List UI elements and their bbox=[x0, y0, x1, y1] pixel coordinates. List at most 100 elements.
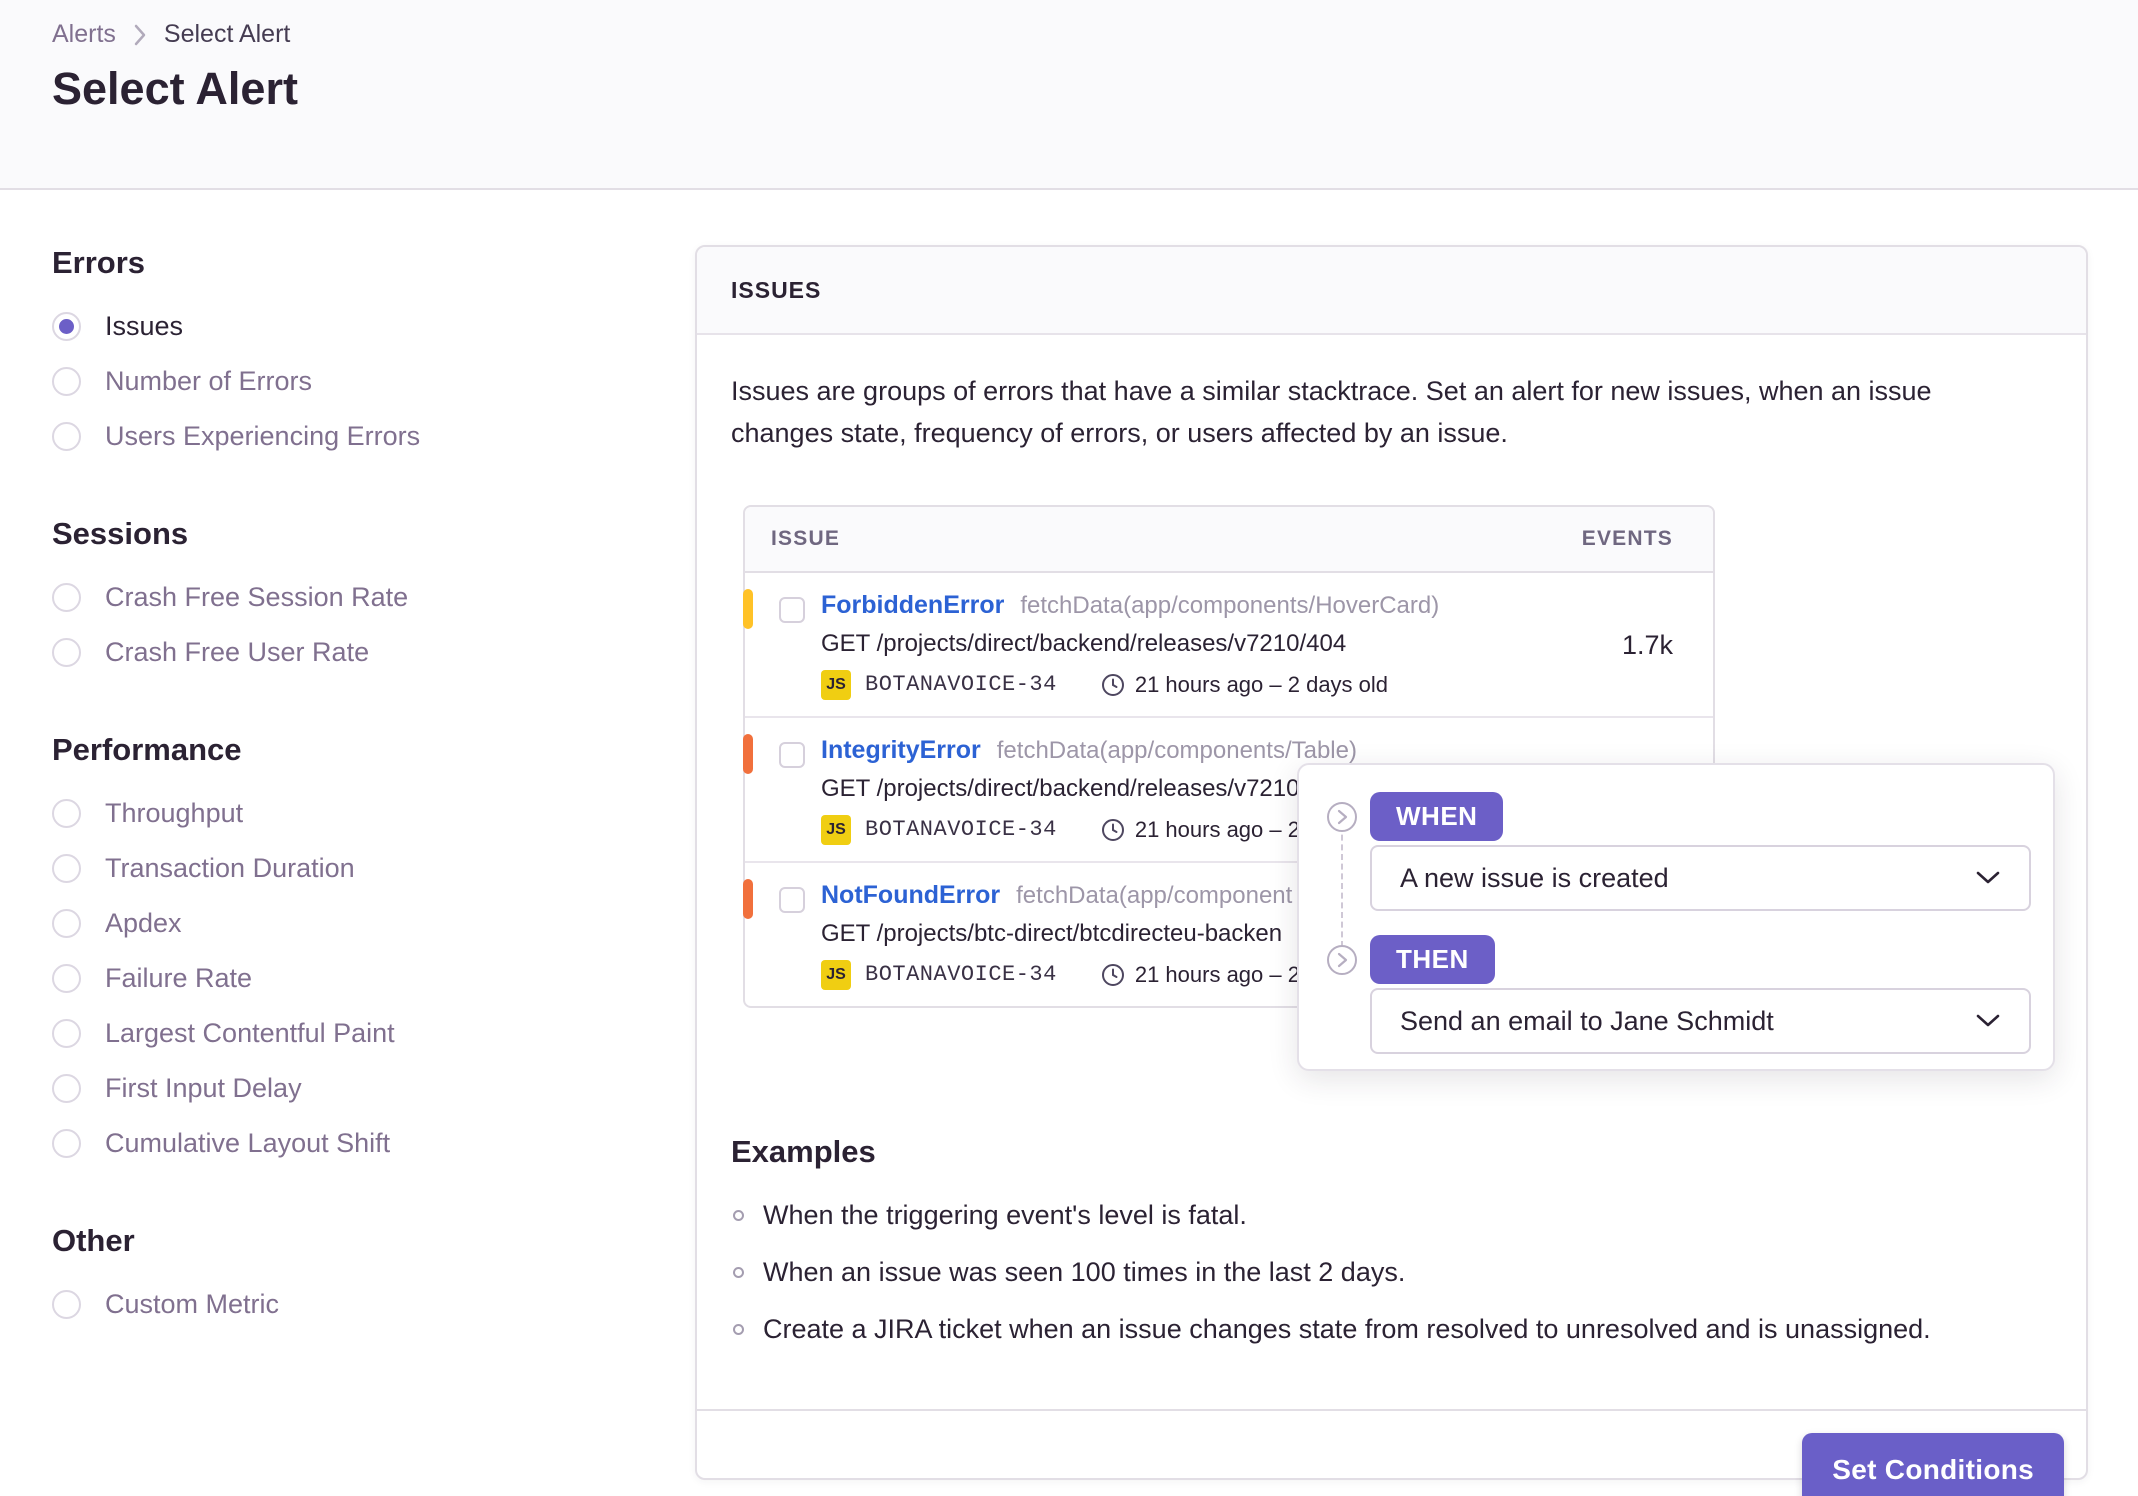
radio-icon[interactable] bbox=[52, 583, 81, 612]
radio-icon[interactable] bbox=[52, 1290, 81, 1319]
bullet-circle-icon bbox=[733, 1209, 744, 1221]
when-select[interactable]: A new issue is created bbox=[1370, 845, 2031, 911]
issue-checkbox[interactable] bbox=[779, 596, 805, 623]
radio-option-label: Transaction Duration bbox=[105, 853, 355, 883]
radio-icon[interactable] bbox=[52, 854, 81, 883]
then-select[interactable]: Send an email to Jane Schmidt bbox=[1370, 988, 2031, 1054]
sidebar: Errors Issues Number of Errors Users Exp… bbox=[52, 245, 695, 1480]
radio-option[interactable]: First Input Delay bbox=[52, 1073, 695, 1104]
radio-icon[interactable] bbox=[52, 909, 81, 938]
breadcrumb: Alerts Select Alert bbox=[52, 20, 2086, 49]
radio-option-label: Issues bbox=[105, 311, 184, 341]
example-item: When an issue was seen 100 times in the … bbox=[731, 1257, 2052, 1288]
radio-option-label: Crash Free User Rate bbox=[105, 637, 370, 667]
radio-option[interactable]: Crash Free User Rate bbox=[52, 637, 695, 668]
issue-title-link[interactable]: NotFoundError bbox=[821, 880, 1001, 909]
radio-option-label: Users Experiencing Errors bbox=[105, 421, 421, 451]
examples-list: When the triggering event's level is fat… bbox=[731, 1200, 2052, 1345]
chevron-down-icon bbox=[1976, 1014, 2000, 1027]
sidebar-group-options: Issues Number of Errors Users Experienci… bbox=[52, 311, 695, 452]
sidebar-group-heading: Performance bbox=[52, 732, 242, 767]
issue-short-id: BOTANAVOICE-34 bbox=[865, 672, 1057, 698]
issue-checkbox[interactable] bbox=[779, 886, 805, 913]
sidebar-group: Errors Issues Number of Errors Users Exp… bbox=[52, 245, 695, 452]
panel-body: Issues are groups of errors that have a … bbox=[697, 335, 2086, 1345]
page-title: Select Alert bbox=[52, 63, 298, 114]
issue-row: ForbiddenError fetchData(app/components/H… bbox=[743, 573, 1713, 718]
radio-icon[interactable] bbox=[52, 367, 81, 396]
column-header-issue: ISSUE bbox=[771, 526, 841, 550]
panel-header: ISSUES bbox=[697, 247, 2086, 335]
issue-culprit: fetchData(app/component bbox=[1016, 881, 1293, 909]
radio-option-label: Failure Rate bbox=[105, 963, 253, 993]
column-header-events: EVENTS bbox=[1581, 526, 1673, 550]
radio-option-label: Number of Errors bbox=[105, 366, 313, 396]
builder-connector-line bbox=[1341, 825, 1343, 947]
radio-icon[interactable] bbox=[52, 799, 81, 828]
sidebar-group: Other Custom Metric bbox=[52, 1223, 695, 1320]
radio-option[interactable]: Largest Contentful Paint bbox=[52, 1018, 695, 1049]
radio-option-label: Throughput bbox=[105, 798, 244, 828]
sidebar-group-options: Crash Free Session Rate Crash Free User … bbox=[52, 582, 695, 668]
radio-option[interactable]: Throughput bbox=[52, 798, 695, 829]
radio-icon[interactable] bbox=[52, 312, 81, 341]
radio-icon[interactable] bbox=[52, 638, 81, 667]
platform-js-badge: JS bbox=[821, 814, 851, 845]
radio-option[interactable]: Number of Errors bbox=[52, 366, 695, 397]
sidebar-group-options: Throughput Transaction Duration Apdex Fa… bbox=[52, 798, 695, 1159]
then-badge: THEN bbox=[1370, 935, 1495, 984]
clock-icon bbox=[1101, 963, 1125, 987]
examples-section: Examples When the triggering event's lev… bbox=[731, 1134, 2052, 1345]
radio-icon[interactable] bbox=[52, 1129, 81, 1158]
issue-path: GET /projects/direct/backend/releases/v7… bbox=[821, 629, 1347, 657]
radio-option-label: Largest Contentful Paint bbox=[105, 1018, 395, 1048]
radio-option[interactable]: Custom Metric bbox=[52, 1289, 695, 1320]
radio-icon[interactable] bbox=[52, 1019, 81, 1048]
level-indicator bbox=[743, 588, 753, 629]
issue-meta: JS BOTANAVOICE-34 21 hours ago – 2 days … bbox=[821, 669, 1563, 700]
issue-table-head: ISSUE EVENTS bbox=[745, 506, 1713, 573]
radio-option[interactable]: Cumulative Layout Shift bbox=[52, 1128, 695, 1159]
alert-builder-card: WHEN A new issue is created THEN Send an… bbox=[1297, 763, 2055, 1071]
then-select-value: Send an email to Jane Schmidt bbox=[1400, 1005, 1774, 1036]
panel-footer: Set Conditions bbox=[697, 1408, 2086, 1496]
sidebar-group-heading: Other bbox=[52, 1223, 135, 1258]
circle-chevron-icon bbox=[1327, 945, 1357, 975]
set-conditions-button[interactable]: Set Conditions bbox=[1802, 1432, 2064, 1496]
sidebar-group: Sessions Crash Free Session Rate Crash F… bbox=[52, 516, 695, 668]
examples-heading: Examples bbox=[731, 1133, 876, 1169]
breadcrumb-alerts-link[interactable]: Alerts bbox=[52, 20, 116, 48]
example-item: Create a JIRA ticket when an issue chang… bbox=[731, 1314, 2052, 1345]
issue-title-link[interactable]: ForbiddenError bbox=[821, 590, 1005, 619]
issue-table-body: ForbiddenError fetchData(app/components/H… bbox=[743, 573, 1713, 1006]
example-item: When the triggering event's level is fat… bbox=[731, 1200, 2052, 1231]
bullet-circle-icon bbox=[733, 1266, 744, 1278]
when-badge: WHEN bbox=[1370, 792, 1504, 841]
radio-option[interactable]: Apdex bbox=[52, 908, 695, 939]
radio-icon[interactable] bbox=[52, 422, 81, 451]
platform-js-badge: JS bbox=[821, 959, 851, 990]
bullet-circle-icon bbox=[733, 1323, 744, 1335]
issue-age: 21 hours ago – 2 days old bbox=[1134, 671, 1389, 697]
issues-description: Issues are groups of errors that have a … bbox=[731, 376, 1932, 448]
radio-option[interactable]: Transaction Duration bbox=[52, 853, 695, 884]
when-select-value: A new issue is created bbox=[1400, 862, 1669, 893]
issue-title-link[interactable]: IntegrityError bbox=[821, 735, 981, 764]
page-header: Alerts Select Alert Select Alert bbox=[0, 0, 2138, 190]
sidebar-group: Performance Throughput Transaction Durat… bbox=[52, 732, 695, 1159]
clock-icon bbox=[1101, 818, 1125, 842]
radio-option[interactable]: Crash Free Session Rate bbox=[52, 582, 695, 613]
circle-chevron-icon bbox=[1327, 802, 1357, 832]
radio-option[interactable]: Failure Rate bbox=[52, 963, 695, 994]
radio-option-label: Custom Metric bbox=[105, 1289, 280, 1319]
content: Errors Issues Number of Errors Users Exp… bbox=[0, 245, 2138, 1496]
radio-option[interactable]: Issues bbox=[52, 311, 695, 342]
radio-icon[interactable] bbox=[52, 1074, 81, 1103]
radio-icon[interactable] bbox=[52, 964, 81, 993]
chevron-right-icon bbox=[134, 24, 146, 45]
issue-checkbox[interactable] bbox=[779, 741, 805, 768]
issue-culprit: fetchData(app/components/HoverCard) bbox=[1020, 591, 1440, 619]
example-text: Create a JIRA ticket when an issue chang… bbox=[763, 1313, 1931, 1344]
radio-option[interactable]: Users Experiencing Errors bbox=[52, 421, 695, 452]
